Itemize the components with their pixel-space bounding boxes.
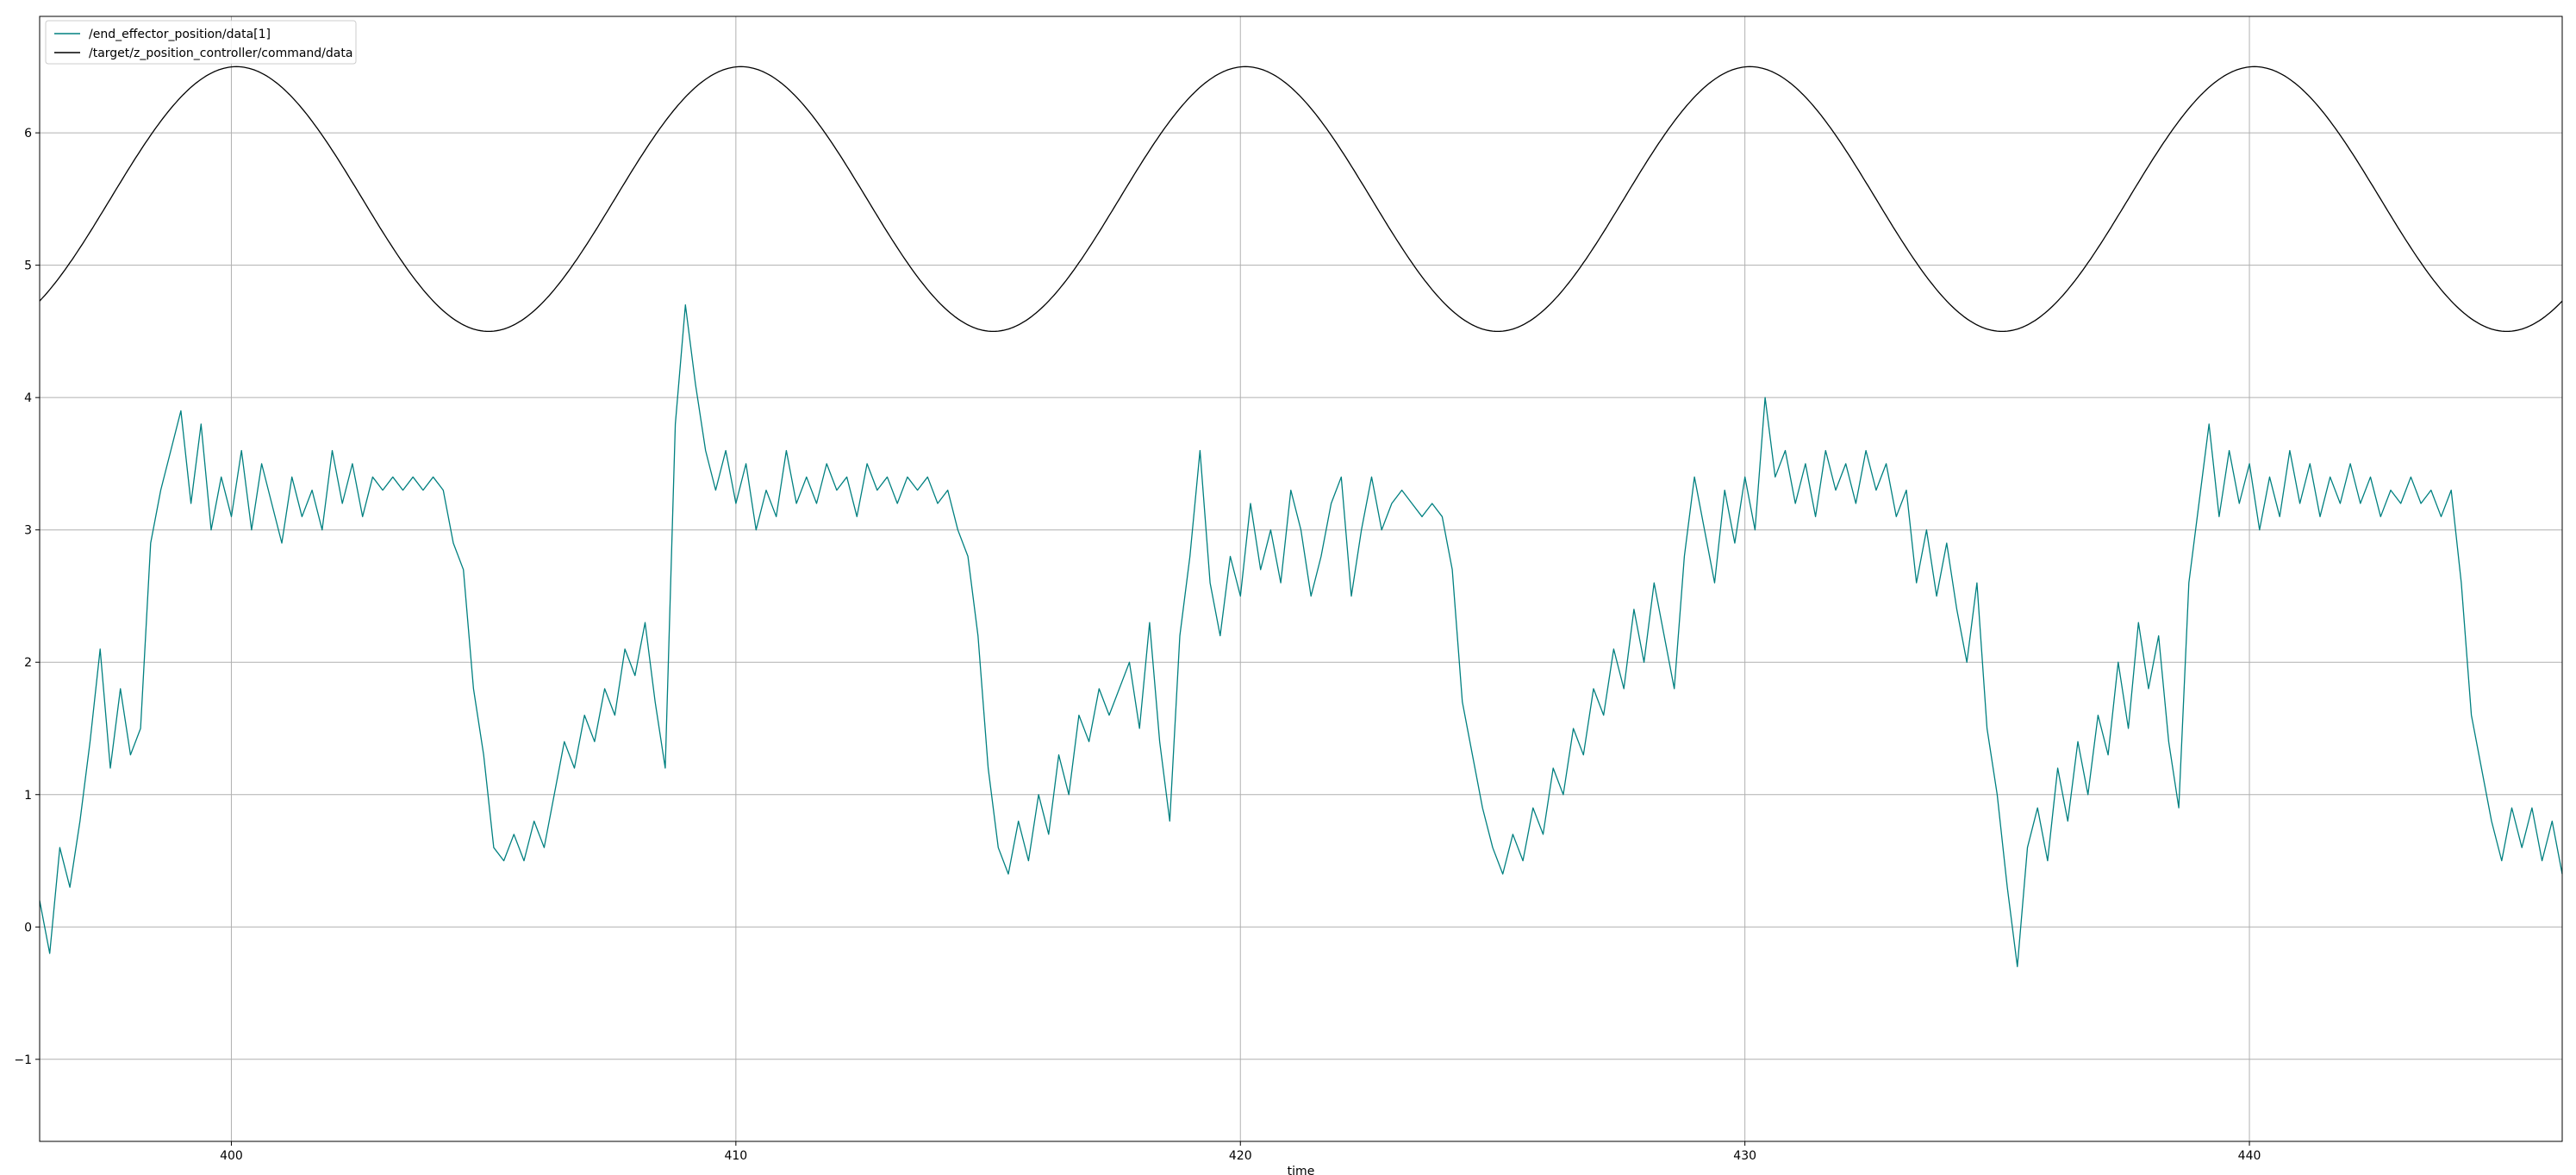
x-tick-label: 430 xyxy=(1733,1149,1756,1163)
x-tick-label: 410 xyxy=(724,1149,747,1163)
y-tick-label: 2 xyxy=(24,656,32,670)
series-layer xyxy=(39,66,2563,967)
legend: /end_effector_position/data[1] /target/z_… xyxy=(45,20,357,65)
x-tick-label: 400 xyxy=(220,1149,243,1163)
y-tick-label: 5 xyxy=(24,259,32,273)
axis-ticks: 400 410 420 430 440 −1 0 1 2 3 4 5 6 xyxy=(14,127,2261,1163)
x-tick-label: 440 xyxy=(2238,1149,2261,1163)
x-axis-label: time xyxy=(1288,1165,1315,1175)
series-line-1 xyxy=(39,66,2563,333)
y-tick-label: 4 xyxy=(24,391,32,405)
y-tick-label: 3 xyxy=(24,524,32,538)
series-line-0 xyxy=(39,304,2563,967)
x-tick-label: 420 xyxy=(1229,1149,1252,1163)
plot-frame xyxy=(39,16,2563,1142)
legend-box xyxy=(45,20,357,65)
legend-label: /target/z_position_controller/command/da… xyxy=(89,47,352,60)
y-tick-label: 6 xyxy=(24,127,32,141)
y-tick-label: 0 xyxy=(24,921,32,934)
y-tick-label: −1 xyxy=(14,1053,32,1067)
y-tick-label: 1 xyxy=(24,789,32,803)
grid xyxy=(40,16,2562,1141)
legend-label: /end_effector_position/data[1] xyxy=(89,28,271,41)
